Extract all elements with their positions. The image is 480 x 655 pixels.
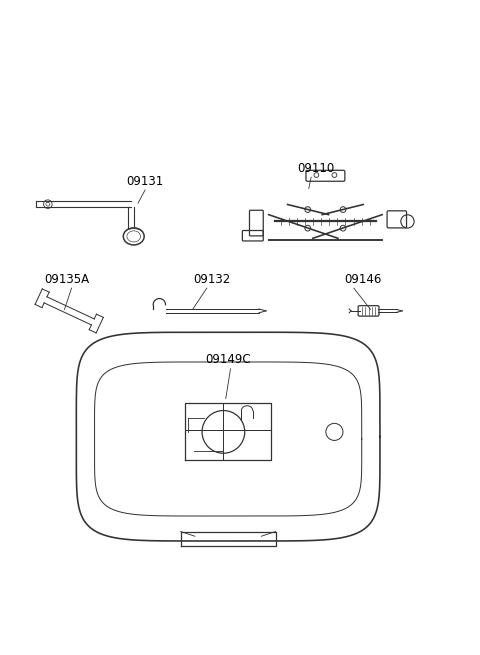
Text: 09131: 09131 [127, 174, 164, 187]
Text: 09149C: 09149C [205, 354, 251, 366]
Text: 09132: 09132 [193, 272, 230, 286]
Text: 09110: 09110 [297, 162, 335, 175]
Text: 09146: 09146 [345, 272, 382, 286]
Text: 09135A: 09135A [44, 272, 89, 286]
